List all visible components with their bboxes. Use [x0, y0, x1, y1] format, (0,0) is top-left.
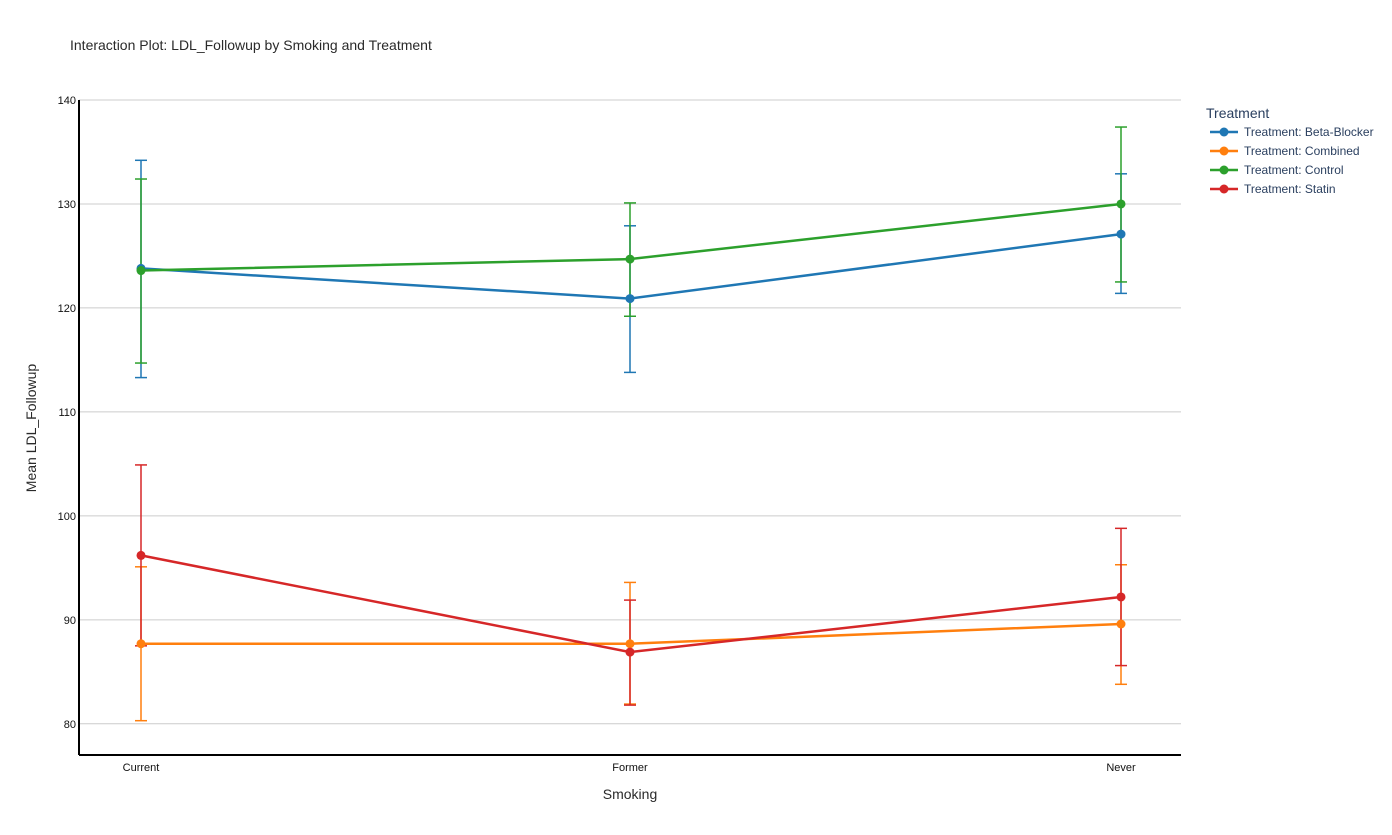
y-tick-label: 90: [64, 615, 76, 627]
legend: Treatment Treatment: Beta-Blocker Treatme…: [1206, 105, 1374, 196]
x-tick-label: Current: [123, 762, 160, 774]
chart-title: Interaction Plot: LDL_Followup by Smokin…: [70, 37, 432, 53]
legend-label: Treatment: Combined: [1244, 144, 1360, 158]
error-bars: [135, 126, 1127, 722]
y-tick-label: 100: [58, 511, 76, 523]
axes: 80 90 100 110 120 130 140 Current Former Never: [58, 95, 1181, 774]
data-point: [136, 639, 146, 649]
data-point: [625, 639, 635, 649]
legend-swatch-marker: [1219, 184, 1229, 194]
y-axis-title: Mean LDL_Followup: [23, 364, 39, 493]
legend-label: Treatment: Statin: [1244, 182, 1336, 196]
y-tick-label: 140: [58, 95, 76, 107]
data-point: [625, 294, 635, 304]
legend-swatch-marker: [1219, 127, 1229, 137]
legend-title: Treatment: [1206, 105, 1269, 121]
legend-swatch-marker: [1219, 146, 1229, 156]
series-points: [136, 199, 1126, 657]
x-tick-label: Former: [612, 762, 648, 774]
legend-swatch-marker: [1219, 165, 1229, 175]
data-point: [1116, 619, 1126, 629]
data-point: [136, 266, 146, 276]
y-tick-label: 80: [64, 719, 76, 731]
data-point: [625, 647, 635, 657]
data-point: [625, 254, 635, 264]
series-line: [140, 554, 1122, 654]
legend-label: Treatment: Control: [1244, 163, 1344, 177]
data-point: [1116, 199, 1126, 209]
legend-label: Treatment: Beta-Blocker: [1244, 125, 1374, 139]
x-axis-title: Smoking: [603, 786, 657, 802]
y-tick-label: 120: [58, 303, 76, 315]
series-lines: [140, 202, 1122, 654]
data-point: [1116, 229, 1126, 239]
data-point: [136, 550, 146, 560]
x-tick-label: Never: [1106, 762, 1136, 774]
y-tick-label: 110: [58, 407, 76, 419]
data-point: [1116, 592, 1126, 602]
y-tick-label: 130: [58, 199, 76, 211]
